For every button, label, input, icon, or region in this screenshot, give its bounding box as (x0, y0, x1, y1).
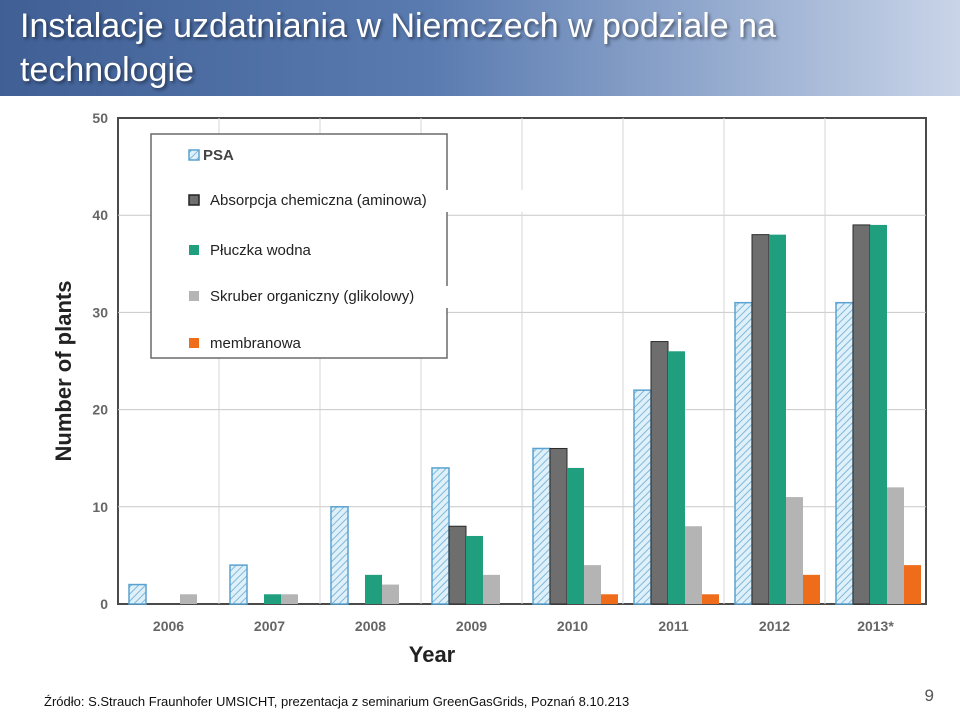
bar-psa-2013 (835, 301, 854, 605)
bar-psa-2006 (128, 583, 147, 605)
y-tick-label: 50 (92, 110, 108, 126)
bar-p-uczka-wodna-2012 (769, 234, 786, 604)
bar-skruber-organiczny-glikolowy--2006 (180, 594, 197, 604)
bar-psa-2009 (431, 467, 450, 605)
y-tick-label: 40 (92, 207, 108, 223)
bar-skruber-organiczny-glikolowy--2012 (786, 497, 803, 604)
x-tick-label: 2009 (456, 618, 487, 634)
bar-skruber-organiczny-glikolowy--2013 (887, 487, 904, 604)
bar-membranowa-2011 (702, 594, 719, 604)
bar-p-uczka-wodna-2007 (264, 594, 281, 604)
legend-swatch (189, 245, 199, 255)
legend-label: PSA (203, 147, 234, 164)
bar-absorpcja-chemiczna-aminowa--2010 (549, 447, 568, 605)
chart-container: 0 10 20 30 40 50 2006 2007 2008 2009 2010 2011 2012 2… (33, 96, 931, 672)
legend-label-bg (191, 286, 511, 308)
x-axis-title: Year (409, 642, 456, 667)
bar-absorpcja-chemiczna-aminowa--2012 (751, 234, 770, 605)
bar-p-uczka-wodna-2008 (365, 574, 382, 604)
bar-absorpcja-chemiczna-aminowa--2011 (650, 341, 669, 605)
x-tick-label: 2011 (658, 618, 689, 634)
x-tick-label: 2010 (557, 618, 588, 634)
bar-skruber-organiczny-glikolowy--2008 (382, 584, 399, 604)
y-tick-label: 0 (100, 596, 108, 612)
bar-absorpcja-chemiczna-aminowa--2013 (852, 224, 871, 605)
bar-chart: 0 10 20 30 40 50 2006 2007 2008 2009 2010 2011 2012 2… (51, 110, 927, 667)
bar-psa-2008 (330, 506, 349, 605)
legend-swatch (189, 338, 199, 348)
x-tick-label: 2013* (857, 618, 894, 634)
title-bar: Instalacje uzdatniania w Niemczech w pod… (0, 0, 960, 96)
y-axis-title: Number of plants (51, 281, 76, 462)
x-tick-label: 2006 (153, 618, 184, 634)
legend: PSA Absorpcja chemiczna (aminowa) Płuczka … (150, 133, 531, 359)
bar-absorpcja-chemiczna-aminowa--2009 (448, 525, 467, 605)
bar-psa-2012 (734, 301, 753, 605)
bar-membranowa-2010 (601, 594, 618, 604)
legend-label-bg (191, 240, 351, 262)
legend-swatch (188, 194, 200, 206)
bar-psa-2011 (633, 389, 652, 605)
y-tick-label: 20 (92, 402, 108, 418)
legend-label: Skruber organiczny (glikolowy) (210, 288, 414, 305)
y-tick-label: 10 (92, 499, 108, 515)
x-tick-label: 2012 (759, 618, 790, 634)
page-number: 9 (924, 686, 934, 705)
tick-labels: 0 10 20 30 40 50 2006 2007 2008 2009 2010 2011 2012 2… (92, 110, 894, 634)
x-tick-label: 2008 (355, 618, 386, 634)
bar-skruber-organiczny-glikolowy--2007 (281, 594, 298, 604)
legend-label-bg (191, 190, 531, 212)
x-tick-label: 2007 (254, 618, 285, 634)
legend-swatch (189, 291, 199, 301)
bar-p-uczka-wodna-2013 (870, 224, 887, 605)
bar-membranowa-2012 (803, 574, 820, 604)
bar-p-uczka-wodna-2009 (466, 535, 483, 604)
bar-skruber-organiczny-glikolowy--2009 (483, 574, 500, 604)
y-tick-label: 30 (92, 304, 108, 320)
legend-label: Płuczka wodna (210, 242, 312, 259)
bar-psa-2007 (229, 564, 248, 605)
bar-psa-2010 (532, 447, 551, 605)
legend-label: membranowa (210, 335, 302, 352)
bars (128, 224, 921, 605)
bar-p-uczka-wodna-2011 (668, 351, 685, 604)
slide-title: Instalacje uzdatniania w Niemczech w pod… (20, 7, 776, 89)
bar-skruber-organiczny-glikolowy--2011 (685, 526, 702, 604)
source-note: Źródło: S.Strauch Fraunhofer UMSICHT, pr… (44, 694, 630, 709)
legend-label: Absorpcja chemiczna (aminowa) (210, 192, 427, 209)
bar-skruber-organiczny-glikolowy--2010 (584, 565, 601, 604)
bar-membranowa-2013 (904, 565, 921, 604)
bar-p-uczka-wodna-2010 (567, 467, 584, 604)
legend-swatch (188, 149, 200, 161)
